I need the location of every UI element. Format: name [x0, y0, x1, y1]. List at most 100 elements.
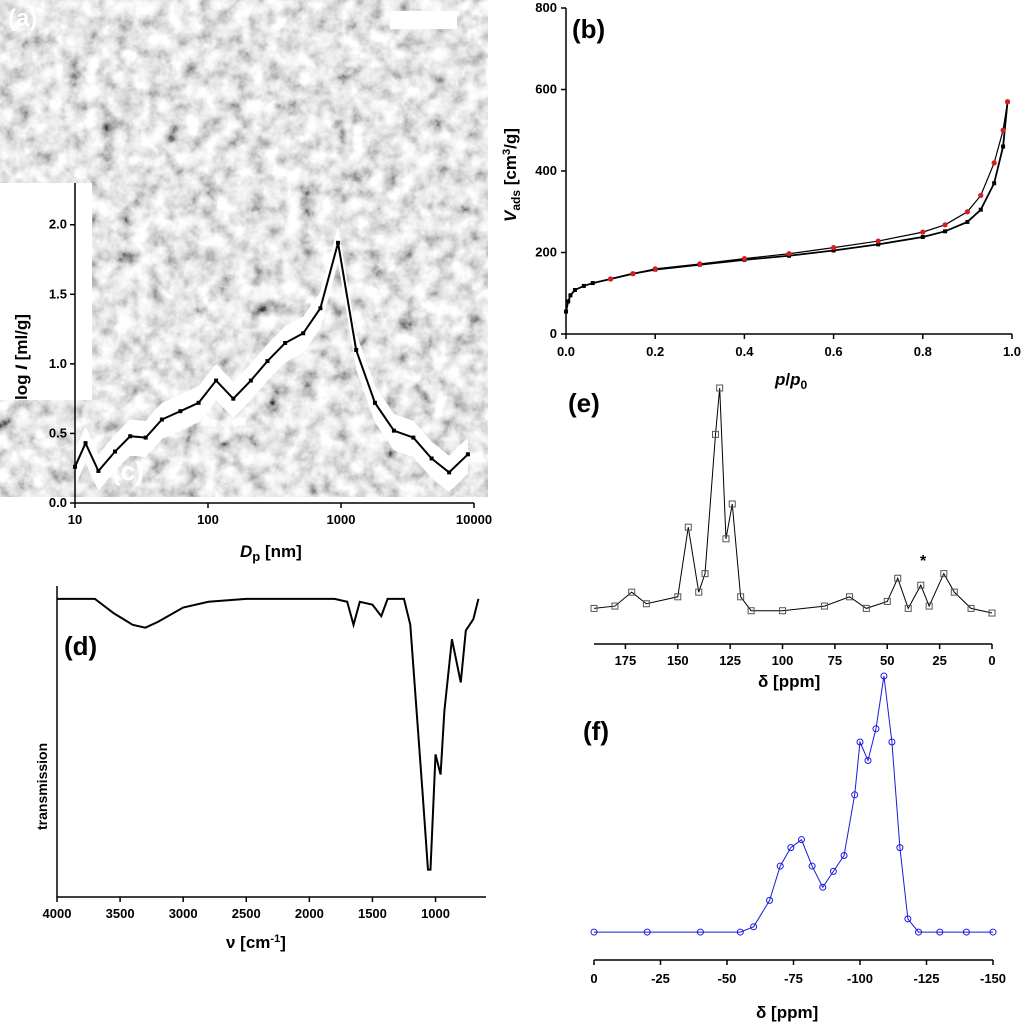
chart-f-point	[787, 844, 795, 852]
chart-c-point	[391, 428, 396, 433]
chart-f-point	[797, 836, 805, 844]
chart-b-point-series-1	[831, 248, 836, 253]
chart-e-point	[628, 588, 636, 596]
panel-label-f: (f)	[583, 716, 609, 746]
chart-c-xlabel: Dp [nm]	[240, 542, 302, 564]
chart-d-xtick-label: 3500	[106, 906, 135, 921]
chart-f-point	[915, 928, 923, 936]
chart-d-xtick-label: 3000	[169, 906, 198, 921]
chart-d-xtick-label: 2500	[232, 906, 261, 921]
chart-f-spectrum-line	[594, 675, 993, 933]
chart-e-xtick-label: 150	[667, 653, 689, 668]
chart-b-point-series-2	[652, 266, 658, 272]
chart-b-point-series-2	[978, 192, 984, 199]
chart-d-xtick-label: 1000	[421, 906, 450, 921]
chart-c-xtick-label: 100	[197, 512, 219, 527]
chart-f-point	[829, 867, 837, 875]
chart-c-white-band	[75, 226, 468, 492]
chart-b-point-series-2	[1000, 127, 1006, 133]
chart-e-xtick-label: 0	[988, 653, 995, 668]
chart-b-point-series-1	[876, 242, 881, 247]
chart-f-xtick-label: -150	[980, 971, 1006, 986]
chart-d-xlabel: ν [cm-1]	[226, 933, 286, 952]
chart-b-point-series-2	[875, 238, 881, 244]
chart-c-point	[283, 341, 288, 345]
chart-c-point	[429, 456, 434, 461]
chart-c-point	[318, 306, 323, 311]
chart-f-xtick-label: -75	[784, 971, 803, 986]
chart-e-point	[722, 535, 730, 543]
chart-c-point	[83, 441, 88, 446]
chart-b-xtick-label: 0.6	[825, 344, 843, 359]
chart-e-point	[716, 384, 724, 392]
chart-c-ytick-label: 1.5	[49, 286, 67, 301]
chart-d-xtick-label: 2000	[295, 906, 324, 921]
chart-c-point	[372, 400, 377, 405]
chart-b-point-series-1	[1001, 144, 1006, 149]
chart-f-point	[962, 928, 970, 936]
chart-f-point	[696, 928, 704, 936]
chart-d-spectrum-line	[57, 597, 480, 871]
chart-c-xtick-label: 1000	[327, 512, 356, 527]
chart-e-xtick-label: 175	[615, 653, 637, 668]
chart-b-ytick-label: 800	[535, 0, 557, 15]
chart-f-point	[904, 915, 912, 923]
chart-b-point-series-1	[992, 181, 997, 186]
chart-c-xtick-label: 10000	[456, 512, 492, 527]
chart-c-point	[113, 449, 118, 454]
chart-b-point-series-1	[581, 283, 586, 288]
panel-label-c: (c)	[112, 456, 144, 486]
chart-e: 175 150 125 100 75 50 25 0 * δ [ppm] (e)	[568, 384, 996, 691]
chart-b-point-series-2	[831, 245, 837, 251]
scale-bar	[390, 11, 457, 29]
chart-f-point	[864, 756, 872, 764]
chart-e-point	[779, 607, 787, 615]
chart-e-point	[674, 593, 682, 601]
chart-e-point	[862, 604, 870, 612]
chart-e-point	[925, 602, 933, 610]
chart-b-point-series-2	[1004, 99, 1011, 105]
chart-f-xtick-label: -50	[718, 971, 737, 986]
chart-e-point	[846, 593, 854, 601]
chart-c-xtick-label: 10	[68, 512, 82, 527]
chart-c-point	[159, 417, 164, 422]
chart-e-spectrum-line	[593, 387, 993, 614]
chart-d-xtick-label: 1500	[358, 906, 387, 921]
chart-f-point	[851, 791, 859, 799]
chart-e-point	[701, 570, 709, 578]
chart-e-point	[883, 597, 891, 605]
chart-c-point	[214, 378, 219, 383]
chart-e-point	[747, 607, 755, 615]
chart-f-point	[643, 928, 651, 936]
chart-b-point-series-2	[991, 160, 997, 166]
chart-b-xtick-label: 0.8	[914, 344, 932, 359]
chart-f-point	[872, 725, 880, 733]
chart-f-point	[840, 852, 848, 860]
chart-b-point-series-1	[564, 309, 568, 314]
panel-label-d: (d)	[64, 631, 97, 661]
chart-f-point	[989, 928, 997, 936]
chart-f-point	[590, 928, 598, 936]
chart-c: 10 100 1000 10000 0.0 0.5 1.0 1.5 2.0 Dp [nm] l…	[0, 183, 492, 564]
chart-c-point	[178, 409, 183, 414]
chart-e-point	[820, 602, 828, 610]
chart-c-point	[196, 400, 201, 405]
chart-e-point	[737, 593, 745, 601]
chart-b-ylabel: Vads [cm3/g]	[501, 128, 523, 222]
chart-b-point-series-2	[608, 276, 614, 282]
chart-b-series-1-line	[565, 101, 1009, 312]
chart-c-ytick-label: 1.0	[49, 356, 67, 371]
chart-b-point-series-1	[590, 281, 595, 286]
chart-f-point	[776, 862, 784, 870]
chart-e-annotation: *	[920, 553, 927, 570]
chart-c-ylabel: log I [ml/g]	[12, 314, 31, 400]
chart-c-ytick-label: 0.0	[49, 495, 67, 510]
chart-b-point-series-2	[964, 209, 971, 215]
chart-e-point	[728, 500, 736, 508]
chart-e-xtick-label: 50	[880, 653, 894, 668]
chart-b-xlabel: p/p0	[774, 370, 808, 392]
chart-b-point-series-1	[943, 229, 948, 234]
chart-f-point	[808, 862, 816, 870]
chart-c-series-line	[74, 242, 469, 474]
chart-c-point	[248, 378, 253, 383]
